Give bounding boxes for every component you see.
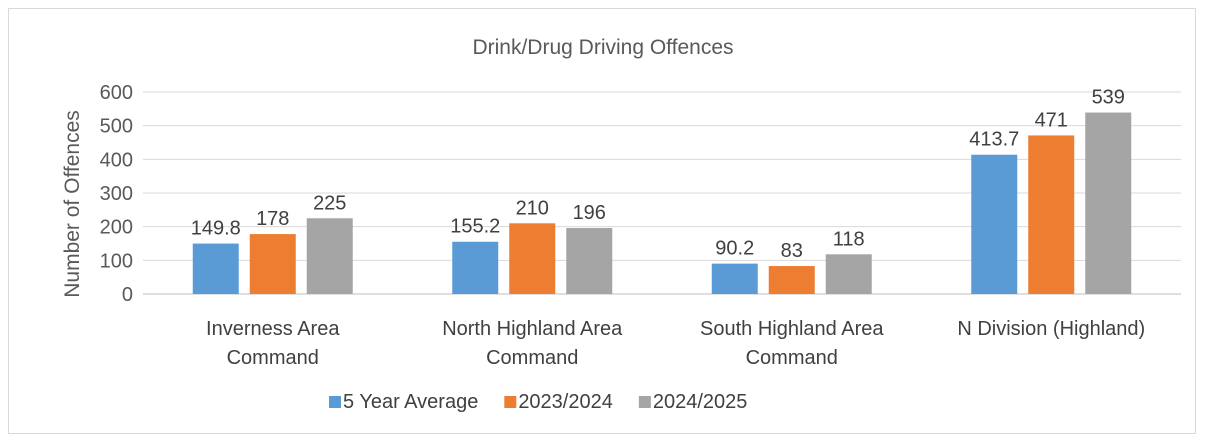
data-label: 155.2: [450, 216, 500, 238]
chart-frame: Drink/Drug Driving Offences Number of Of…: [8, 8, 1196, 434]
legend-label: 2023/2024: [518, 391, 613, 413]
data-label: 149.8: [191, 218, 241, 240]
bar: [306, 218, 353, 294]
x-category-label: Command: [486, 347, 578, 369]
y-tick-label: 200: [100, 217, 133, 239]
data-label: 118: [833, 228, 865, 250]
bar: [711, 263, 758, 294]
bar: [509, 223, 556, 294]
y-tick-label: 500: [100, 116, 133, 138]
x-category-label: Command: [746, 347, 838, 369]
legend-swatch: [504, 396, 517, 408]
bar: [1028, 135, 1075, 294]
bar: [249, 234, 296, 294]
y-tick-label: 100: [100, 250, 133, 272]
bar: [192, 243, 239, 294]
data-label: 471: [1035, 109, 1068, 131]
y-tick-label: 400: [100, 149, 133, 171]
x-category-label: North Highland Area: [442, 318, 623, 340]
legend-label: 2024/2025: [653, 391, 748, 413]
data-label: 539: [1092, 87, 1125, 109]
labels: 0 100 200 300 400 500 600 149.8 178 225 Inverness …: [100, 82, 1146, 369]
legend-swatch: [329, 396, 341, 408]
x-category-label: Command: [227, 347, 319, 369]
y-axis-title: Number of Offences: [61, 110, 84, 298]
x-category-label: N Division (Highland): [957, 318, 1145, 340]
y-tick-label: 600: [100, 82, 133, 104]
bar: [566, 228, 613, 294]
legend-swatch: [638, 396, 651, 408]
legend-label: 5 Year Average: [343, 391, 478, 413]
bar: [825, 254, 872, 294]
y-tick-label: 0: [122, 284, 133, 306]
data-label: 413.7: [969, 129, 1019, 151]
x-category-label: Inverness Area: [206, 318, 340, 340]
data-label: 210: [516, 197, 549, 219]
data-label: 90.2: [715, 238, 754, 260]
y-tick-label: 300: [100, 183, 133, 205]
chart-svg: Drink/Drug Driving Offences Number of Of…: [61, 36, 1181, 413]
legend: 5 Year Average 2023/2024 2024/2025: [329, 391, 747, 413]
bar: [1085, 112, 1132, 294]
bars: [192, 112, 1132, 294]
x-category-label: South Highland Area: [700, 318, 884, 340]
bar: [768, 266, 815, 294]
data-label: 196: [573, 202, 606, 224]
data-label: 178: [256, 208, 289, 230]
data-label: 83: [781, 240, 803, 262]
bar: [971, 154, 1018, 294]
gridlines: [143, 91, 1181, 295]
chart-title: Drink/Drug Driving Offences: [472, 36, 733, 59]
bar: [452, 241, 499, 294]
data-label: 225: [313, 192, 346, 214]
